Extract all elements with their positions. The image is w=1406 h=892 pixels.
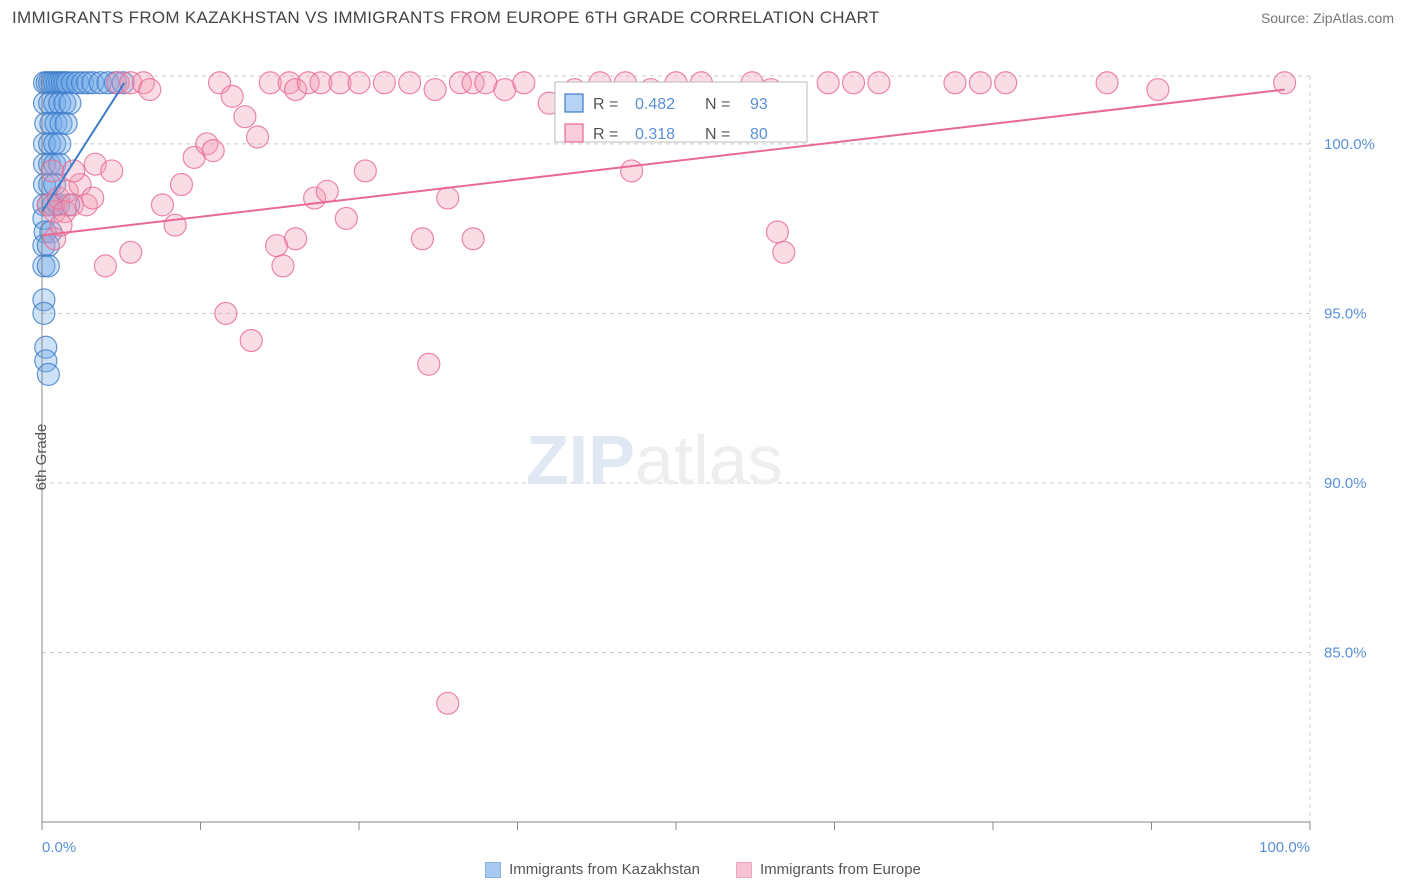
legend-r-label: R =: [593, 96, 618, 113]
data-point: [120, 241, 142, 263]
y-axis-label: 6th Grade: [33, 424, 50, 491]
y-tick-label: 90.0%: [1324, 475, 1367, 492]
data-point: [766, 221, 788, 243]
legend-swatch: [485, 862, 501, 878]
data-point: [202, 140, 224, 162]
data-point: [513, 72, 535, 94]
data-point: [272, 255, 294, 277]
data-point: [33, 302, 55, 324]
data-point: [59, 92, 81, 114]
data-point: [354, 160, 376, 182]
bottom-legend: Immigrants from Kazakhstan Immigrants fro…: [0, 861, 1406, 878]
data-point: [621, 160, 643, 182]
data-point: [944, 72, 966, 94]
data-point: [868, 72, 890, 94]
data-point: [215, 302, 237, 324]
watermark: ZIPatlas: [526, 421, 783, 499]
data-point: [94, 255, 116, 277]
legend-swatch: [565, 94, 583, 112]
data-point: [462, 228, 484, 250]
data-point: [335, 207, 357, 229]
legend-r-label: R =: [593, 126, 618, 143]
data-point: [234, 106, 256, 128]
data-point: [285, 228, 307, 250]
legend-swatch: [565, 124, 583, 142]
data-point: [437, 187, 459, 209]
bottom-legend-item: Immigrants from Kazakhstan: [485, 861, 700, 878]
data-point: [773, 241, 795, 263]
x-tick-label: 0.0%: [42, 839, 76, 856]
data-point: [221, 85, 243, 107]
data-point: [316, 180, 338, 202]
data-point: [170, 174, 192, 196]
scatter-chart: ZIPatlas 100.0% 95.0% 90.0% 85.0% 0.0% 100.0% R…: [0, 32, 1406, 864]
legend-n-value: 93: [750, 96, 768, 113]
data-point: [247, 126, 269, 148]
data-point: [817, 72, 839, 94]
legend-r-value: 0.318: [635, 126, 675, 143]
data-point: [240, 329, 262, 351]
data-point: [164, 214, 186, 236]
legend-label: Immigrants from Kazakhstan: [509, 861, 700, 878]
data-point: [437, 692, 459, 714]
data-point: [1096, 72, 1118, 94]
data-point: [418, 353, 440, 375]
legend-n-value: 80: [750, 126, 768, 143]
chart-area: 6th Grade ZIPatlas 100.0% 95.0% 90.0% 85.0% 0…: [0, 32, 1406, 882]
legend-label: Immigrants from Europe: [760, 861, 921, 878]
data-point: [399, 72, 421, 94]
legend-r-value: 0.482: [635, 96, 675, 113]
data-point: [37, 363, 59, 385]
data-point: [49, 133, 71, 155]
data-point: [348, 72, 370, 94]
chart-title: IMMIGRANTS FROM KAZAKHSTAN VS IMMIGRANTS…: [12, 8, 879, 28]
data-point: [969, 72, 991, 94]
data-point: [82, 187, 104, 209]
data-point: [843, 72, 865, 94]
bottom-legend-item: Immigrants from Europe: [736, 861, 921, 878]
x-tick-label: 100.0%: [1259, 839, 1310, 856]
legend-n-label: N =: [705, 126, 730, 143]
legend-swatch: [736, 862, 752, 878]
y-tick-label: 100.0%: [1324, 136, 1375, 153]
y-tick-label: 85.0%: [1324, 644, 1367, 661]
data-point: [995, 72, 1017, 94]
data-point: [41, 160, 63, 182]
data-point: [139, 79, 161, 101]
legend-n-label: N =: [705, 96, 730, 113]
chart-source: Source: ZipAtlas.com: [1261, 10, 1394, 26]
data-point: [37, 255, 59, 277]
data-point: [1147, 79, 1169, 101]
data-point: [424, 79, 446, 101]
chart-header: IMMIGRANTS FROM KAZAKHSTAN VS IMMIGRANTS…: [0, 0, 1406, 32]
data-point: [373, 72, 395, 94]
data-point: [55, 112, 77, 134]
y-tick-label: 95.0%: [1324, 305, 1367, 322]
data-point: [411, 228, 433, 250]
data-point: [151, 194, 173, 216]
data-point: [101, 160, 123, 182]
